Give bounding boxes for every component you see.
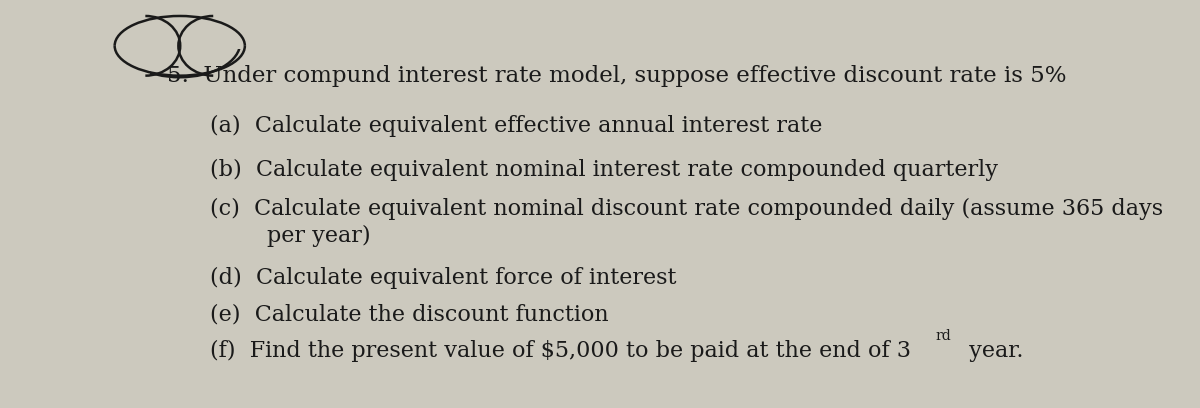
Text: (a)  Calculate equivalent effective annual interest rate: (a) Calculate equivalent effective annua… [210,115,823,137]
Text: (f)  Find the present value of $5,000 to be paid at the end of 3: (f) Find the present value of $5,000 to … [210,339,912,361]
Text: (e)  Calculate the discount function: (e) Calculate the discount function [210,304,610,326]
Text: (d)  Calculate equivalent force of interest: (d) Calculate equivalent force of intere… [210,267,677,289]
Text: 5.  Under compund interest rate model, suppose effective discount rate is 5%: 5. Under compund interest rate model, su… [167,64,1067,86]
Text: (c)  Calculate equivalent nominal discount rate compounded daily (assume 365 day: (c) Calculate equivalent nominal discoun… [210,198,1164,220]
Text: rd: rd [936,329,952,344]
Text: (b)  Calculate equivalent nominal interest rate compounded quarterly: (b) Calculate equivalent nominal interes… [210,159,998,181]
Text: year.: year. [962,339,1024,361]
Text: per year): per year) [210,225,371,247]
